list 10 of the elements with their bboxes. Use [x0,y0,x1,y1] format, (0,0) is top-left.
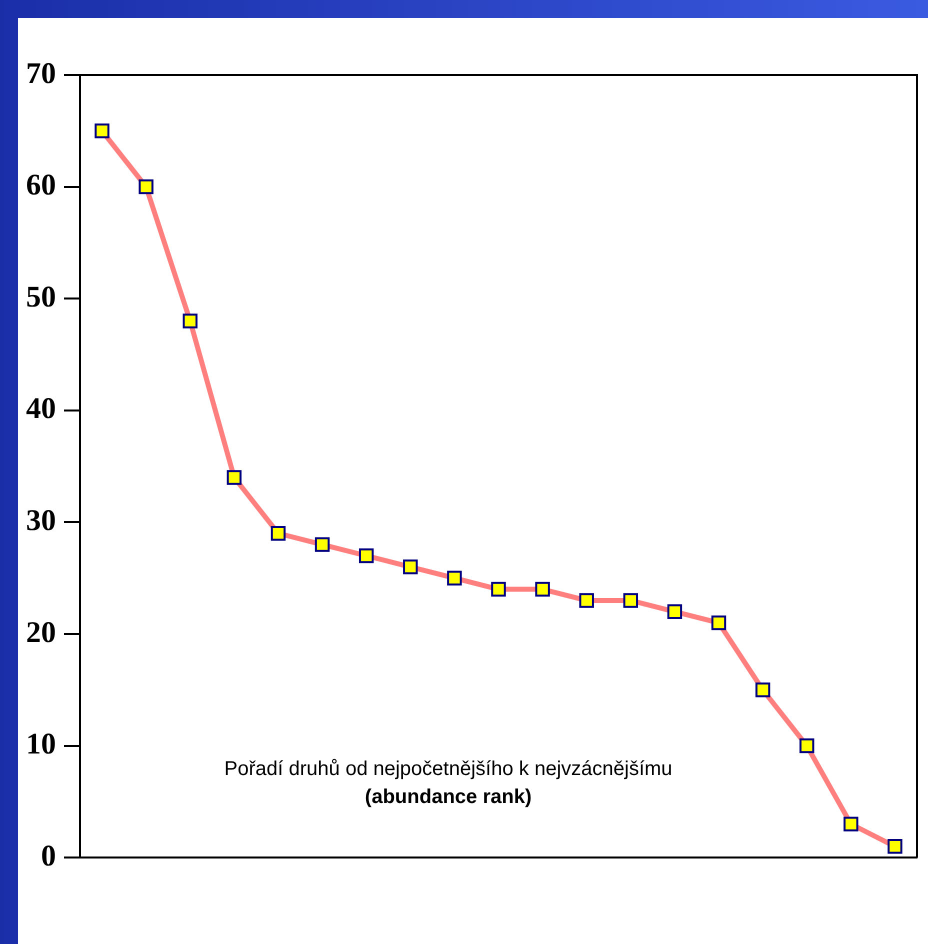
y-tick-label: 0 [41,839,56,872]
y-tick-label: 40 [26,392,56,426]
y-tick-label: 10 [26,728,56,761]
y-tick-label: 20 [26,616,56,649]
annotation: (abundance rank) [364,786,532,808]
y-tick-label: 30 [26,504,56,537]
y-tick-label: 60 [26,168,56,202]
y-tick-label: 50 [26,280,56,314]
y-tick-label: 70 [26,56,56,90]
annotation: Pořadí druhů od nejpočetnějšího k nejvzácnějšímu [224,758,672,780]
